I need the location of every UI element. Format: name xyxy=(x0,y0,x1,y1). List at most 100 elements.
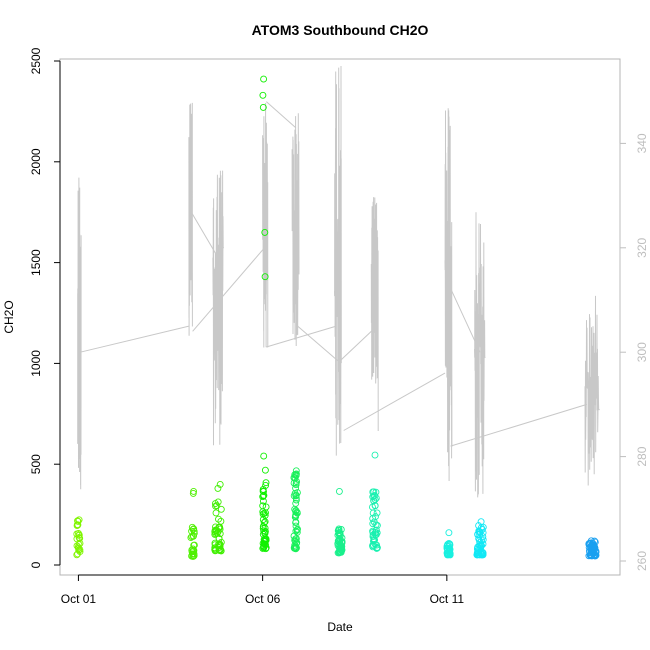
ch2o-point xyxy=(215,515,222,523)
y-tick-label: 2000 xyxy=(29,148,43,175)
ch2o-point xyxy=(261,228,269,236)
secondary-line-segment xyxy=(262,102,269,348)
ch2o-point xyxy=(335,487,343,495)
ch2o-point xyxy=(190,487,198,495)
secondary-line-segment xyxy=(584,295,600,486)
y2-tick-label: 260 xyxy=(635,551,649,571)
ch2o-point xyxy=(74,543,82,551)
ch2o-point xyxy=(291,543,299,551)
ch2o-point xyxy=(75,530,82,537)
ch2o-point xyxy=(372,528,380,536)
ch2o-point xyxy=(445,529,453,537)
ch2o-point xyxy=(372,513,379,521)
ch2o-point xyxy=(337,548,345,556)
ch2o-point xyxy=(369,520,377,528)
y-axis-label: CH2O xyxy=(2,300,16,333)
secondary-line-segment xyxy=(334,65,342,456)
ch2o-point xyxy=(336,535,344,543)
ch2o-point xyxy=(477,518,485,526)
ch2o-point xyxy=(259,493,267,501)
ch2o-point xyxy=(217,505,225,513)
secondary-line-connector xyxy=(265,101,297,129)
secondary-line-connector xyxy=(190,211,219,259)
ch2o-point xyxy=(73,551,81,559)
ch2o-point xyxy=(75,541,83,548)
ch2o-point xyxy=(260,452,268,460)
ch2o-point xyxy=(211,528,219,536)
secondary-line-connector xyxy=(337,325,378,364)
points-layer xyxy=(73,75,600,560)
ch2o-point xyxy=(369,493,377,501)
ch2o-point xyxy=(73,542,81,550)
ch2o-point xyxy=(477,548,485,556)
right-axis: 260 280 300 320 340 xyxy=(619,133,649,571)
ch2o-point xyxy=(260,491,268,499)
y2-tick-label: 340 xyxy=(635,133,649,153)
ch2o-point xyxy=(260,535,268,543)
ch2o-point xyxy=(74,517,81,525)
secondary-line-connector xyxy=(80,325,190,353)
ch2o-point xyxy=(190,525,198,533)
ch2o-point xyxy=(262,481,270,489)
ch2o-point xyxy=(292,508,300,516)
ch2o-point xyxy=(292,499,300,507)
ch2o-point xyxy=(370,535,378,543)
ch2o-point xyxy=(293,508,301,516)
x-tick-label: Oct 01 xyxy=(61,592,97,606)
x-axis-label: Date xyxy=(327,620,353,634)
secondary-line-segment xyxy=(474,212,486,498)
secondary-line-segment xyxy=(291,113,300,347)
ch2o-point xyxy=(188,523,196,531)
ch2o-point xyxy=(589,542,597,550)
secondary-line-connector xyxy=(192,247,265,332)
ch2o-point xyxy=(216,525,224,533)
bottom-axis: Oct 01 Oct 06 Oct 11 xyxy=(61,574,465,606)
ch2o-point xyxy=(259,510,267,518)
y2-tick-label: 320 xyxy=(635,237,649,257)
left-axis: 0 500 1000 1500 2000 2500 xyxy=(29,47,61,568)
y-tick-label: 1500 xyxy=(29,249,43,276)
secondary-line-segment xyxy=(212,170,224,446)
secondary-line-connector xyxy=(297,325,341,364)
ch2o-point xyxy=(261,273,269,281)
ch2o-point xyxy=(259,103,267,111)
ch2o-point xyxy=(261,540,269,548)
secondary-line-segment xyxy=(77,177,82,490)
ch2o-point xyxy=(292,496,300,504)
ch2o-point xyxy=(259,530,267,538)
ch2o-point xyxy=(292,522,300,530)
ch2o-point xyxy=(262,479,270,487)
secondary-line-segment xyxy=(444,108,453,482)
ch2o-point xyxy=(190,552,198,560)
ch2o-point xyxy=(189,545,197,553)
ch2o-point xyxy=(371,451,379,459)
chart-title: ATOM3 Southbound CH2O xyxy=(252,22,429,38)
ch2o-point xyxy=(335,529,343,536)
secondary-line-connector xyxy=(343,372,446,431)
y2-tick-label: 300 xyxy=(635,342,649,362)
ch2o-point xyxy=(211,547,219,555)
ch2o-point xyxy=(74,517,82,525)
y-tick-label: 2500 xyxy=(29,47,43,74)
ch2o-point xyxy=(75,516,83,524)
ch2o-point xyxy=(259,544,267,552)
ch2o-point xyxy=(292,527,300,535)
ch2o-point xyxy=(190,527,198,535)
y-tick-label: 1000 xyxy=(29,350,43,377)
y-tick-label: 0 xyxy=(29,561,43,568)
secondary-line-connector xyxy=(448,284,481,353)
ch2o-point xyxy=(443,550,451,558)
ch2o-point xyxy=(372,521,380,529)
ch2o-point xyxy=(259,487,267,495)
ch2o-point xyxy=(260,75,268,83)
ch2o-point xyxy=(212,509,220,517)
x-tick-label: Oct 11 xyxy=(430,592,465,606)
secondary-line-connector xyxy=(266,325,337,348)
ch2o-point xyxy=(211,500,219,508)
ch2o-point xyxy=(373,543,381,551)
ch2o-point xyxy=(214,484,222,492)
ch2o-point xyxy=(212,527,220,535)
ch2o-point xyxy=(370,488,378,496)
